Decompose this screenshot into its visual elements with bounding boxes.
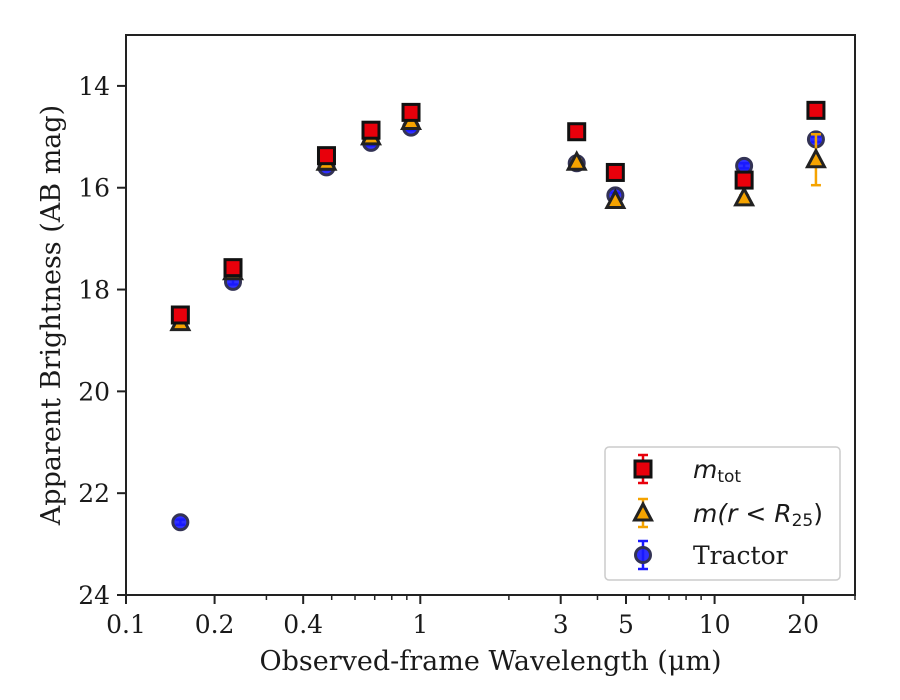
plot-frame — [125, 34, 856, 596]
y-tick-label: 14 — [78, 72, 110, 101]
y-tick-label: 16 — [78, 174, 110, 203]
legend-entry-triangle: m(r < R25) — [632, 497, 823, 531]
chart-ticks: 0.1 0.2 0.4 1 3 5 10 20 14 16 18 20 22 24 — [78, 72, 856, 639]
legend-label: mtot — [693, 455, 741, 487]
point-triangle-7 — [733, 185, 756, 207]
x-tick-label: 5 — [618, 610, 634, 639]
x-tick-label: 0.2 — [195, 610, 235, 639]
x-tick-label: 1 — [412, 610, 428, 639]
point-square-4 — [401, 102, 421, 122]
x-tick-label: 10 — [699, 610, 731, 639]
x-tick-label: 0.4 — [283, 610, 323, 639]
x-tick-label: 3 — [553, 610, 569, 639]
legend-marker-circle — [634, 546, 652, 564]
point-square-8 — [806, 100, 826, 120]
legend-label: m(r < R25) — [693, 499, 823, 531]
point-square-5 — [567, 122, 587, 142]
point-triangle-5 — [565, 150, 588, 171]
x-axis-label: Observed-frame Wavelength (μm) — [259, 646, 721, 677]
point-square-0 — [170, 305, 190, 325]
point-circle-0 — [171, 513, 190, 532]
legend-entry-circle: Tractor — [634, 539, 788, 571]
point-square-1 — [223, 258, 243, 278]
x-tick-label: 0.1 — [106, 610, 146, 639]
y-tick-label: 24 — [78, 581, 110, 610]
y-tick-label: 20 — [78, 377, 110, 406]
legend-box — [604, 446, 841, 581]
y-tick-label: 18 — [78, 276, 110, 305]
legend-marker-square — [633, 459, 653, 479]
series-triangle — [169, 109, 827, 332]
point-square-6 — [605, 162, 625, 182]
chart-marks — [169, 100, 827, 532]
point-triangle-6 — [604, 188, 627, 209]
legend-marker-triangle — [632, 500, 654, 522]
legend-entry-square: mtot — [633, 453, 741, 487]
legend: mtot m(r < R25) Tractor — [604, 446, 841, 581]
legend-label: Tractor — [693, 541, 788, 570]
point-square-2 — [316, 146, 336, 166]
y-tick-label: 22 — [78, 479, 110, 508]
x-tick-label: 20 — [787, 610, 819, 639]
point-square-7 — [734, 170, 754, 190]
series-square — [170, 100, 826, 325]
y-axis-label: Apparent Brightness (AB mag) — [36, 105, 67, 526]
point-triangle-8 — [804, 147, 827, 169]
point-square-3 — [361, 120, 381, 140]
